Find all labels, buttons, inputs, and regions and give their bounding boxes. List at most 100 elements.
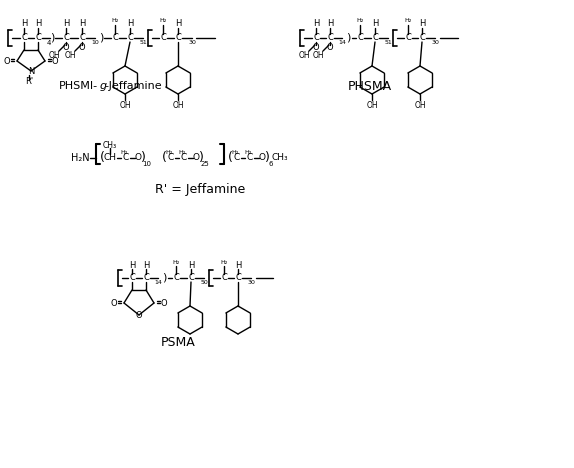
Text: ): ): [265, 152, 269, 164]
Text: H₂: H₂: [172, 259, 180, 264]
Text: ): ): [50, 32, 54, 42]
Text: H₂: H₂: [111, 19, 119, 23]
Text: CH₃: CH₃: [103, 140, 117, 149]
Text: C: C: [234, 154, 240, 162]
Text: OH: OH: [48, 51, 60, 59]
Text: C: C: [160, 34, 166, 43]
Text: O: O: [52, 57, 59, 66]
Text: H: H: [188, 261, 194, 270]
Text: C: C: [313, 34, 319, 43]
Text: 30: 30: [188, 41, 196, 45]
Text: H: H: [235, 261, 241, 270]
Text: C: C: [168, 154, 174, 162]
Text: C: C: [175, 34, 181, 43]
Text: H₂: H₂: [179, 151, 185, 155]
Text: ): ): [199, 152, 203, 164]
Text: 25: 25: [201, 161, 210, 167]
Text: O: O: [134, 154, 142, 162]
Text: O: O: [135, 310, 142, 320]
Text: OH: OH: [298, 51, 310, 59]
Text: H₂: H₂: [356, 19, 363, 23]
Text: C: C: [188, 273, 194, 283]
Text: (: (: [99, 152, 104, 164]
Text: H₂: H₂: [160, 19, 166, 23]
Text: ): ): [141, 152, 145, 164]
Text: C: C: [173, 273, 179, 283]
Text: O: O: [258, 154, 266, 162]
Text: C: C: [247, 154, 253, 162]
Text: C: C: [63, 34, 69, 43]
Text: 50: 50: [200, 280, 208, 285]
Text: H₂: H₂: [404, 19, 412, 23]
Text: PHSMA: PHSMA: [348, 80, 392, 93]
Text: 6: 6: [269, 161, 273, 167]
Text: 30: 30: [247, 280, 255, 285]
Text: C: C: [123, 154, 129, 162]
Text: H₂: H₂: [245, 151, 251, 155]
Text: OH: OH: [64, 51, 76, 59]
Text: C: C: [21, 34, 27, 43]
Text: (: (: [227, 152, 232, 164]
Text: 10: 10: [142, 161, 152, 167]
Text: C: C: [419, 34, 425, 43]
Text: H: H: [21, 20, 27, 29]
Text: O: O: [327, 43, 333, 51]
Text: 30: 30: [431, 41, 439, 45]
Text: 14: 14: [154, 280, 162, 285]
Text: ): ): [346, 32, 350, 42]
Text: H: H: [129, 261, 135, 270]
Text: PHSMI-: PHSMI-: [59, 81, 98, 91]
Text: CH₃: CH₃: [272, 154, 288, 162]
Text: R' = Jeffamine: R' = Jeffamine: [155, 183, 245, 197]
Text: H₂N: H₂N: [71, 153, 90, 163]
Text: C: C: [35, 34, 41, 43]
Text: 4: 4: [47, 40, 51, 46]
Text: R': R': [25, 78, 33, 87]
Text: PSMA: PSMA: [161, 336, 195, 350]
Text: O: O: [63, 43, 69, 51]
Text: O: O: [3, 57, 10, 66]
Text: 51: 51: [384, 41, 392, 45]
Text: OH: OH: [312, 51, 324, 59]
Text: OH: OH: [172, 102, 184, 110]
Text: N: N: [28, 66, 34, 75]
Text: H: H: [127, 20, 133, 29]
Text: C: C: [181, 154, 187, 162]
Text: C: C: [129, 273, 135, 283]
Text: (: (: [161, 152, 166, 164]
Text: C: C: [127, 34, 133, 43]
Text: H: H: [313, 20, 319, 29]
Text: H: H: [79, 20, 85, 29]
Text: ): ): [162, 272, 166, 282]
Text: 14: 14: [338, 41, 346, 45]
Text: C: C: [327, 34, 333, 43]
Text: O: O: [161, 299, 167, 307]
Text: C: C: [221, 273, 227, 283]
Text: H: H: [35, 20, 41, 29]
Text: -Jeffamine: -Jeffamine: [104, 81, 162, 91]
Text: O: O: [111, 299, 117, 307]
Text: OH: OH: [119, 102, 131, 110]
Text: C: C: [235, 273, 241, 283]
Text: H₂: H₂: [220, 259, 228, 264]
Text: g: g: [99, 81, 107, 91]
Text: C: C: [79, 34, 85, 43]
Text: CH: CH: [103, 154, 117, 162]
Text: H: H: [143, 261, 149, 270]
Text: C: C: [143, 273, 149, 283]
Text: H: H: [63, 20, 69, 29]
Text: C: C: [405, 34, 411, 43]
Text: H: H: [327, 20, 333, 29]
Text: C: C: [112, 34, 118, 43]
Text: C: C: [372, 34, 378, 43]
Text: O: O: [192, 154, 200, 162]
Text: 10: 10: [91, 41, 99, 45]
Text: H₂: H₂: [231, 151, 239, 155]
Text: H₂: H₂: [121, 151, 127, 155]
Text: H: H: [175, 20, 181, 29]
Text: O: O: [313, 43, 319, 51]
Text: H: H: [419, 20, 425, 29]
Text: OH: OH: [366, 102, 378, 110]
Text: O: O: [79, 43, 86, 51]
Text: H: H: [372, 20, 378, 29]
